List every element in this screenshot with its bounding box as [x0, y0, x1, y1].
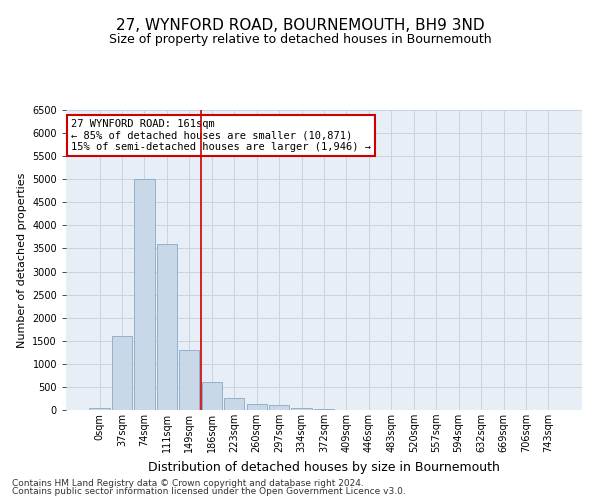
Bar	[157, 244, 177, 410]
Bar	[89, 408, 110, 410]
Text: Size of property relative to detached houses in Bournemouth: Size of property relative to detached ho…	[109, 32, 491, 46]
Bar	[269, 406, 289, 410]
Y-axis label: Number of detached properties: Number of detached properties	[17, 172, 26, 348]
Bar	[292, 408, 311, 410]
Bar	[202, 382, 222, 410]
Bar	[179, 350, 199, 410]
Bar	[134, 179, 155, 410]
Bar	[314, 408, 334, 410]
Text: Contains public sector information licensed under the Open Government Licence v3: Contains public sector information licen…	[12, 487, 406, 496]
Text: Contains HM Land Registry data © Crown copyright and database right 2024.: Contains HM Land Registry data © Crown c…	[12, 478, 364, 488]
X-axis label: Distribution of detached houses by size in Bournemouth: Distribution of detached houses by size …	[148, 460, 500, 473]
Bar	[112, 336, 132, 410]
Text: 27, WYNFORD ROAD, BOURNEMOUTH, BH9 3ND: 27, WYNFORD ROAD, BOURNEMOUTH, BH9 3ND	[116, 18, 484, 32]
Text: 27 WYNFORD ROAD: 161sqm
← 85% of detached houses are smaller (10,871)
15% of sem: 27 WYNFORD ROAD: 161sqm ← 85% of detache…	[71, 119, 371, 152]
Bar	[224, 398, 244, 410]
Bar	[247, 404, 267, 410]
